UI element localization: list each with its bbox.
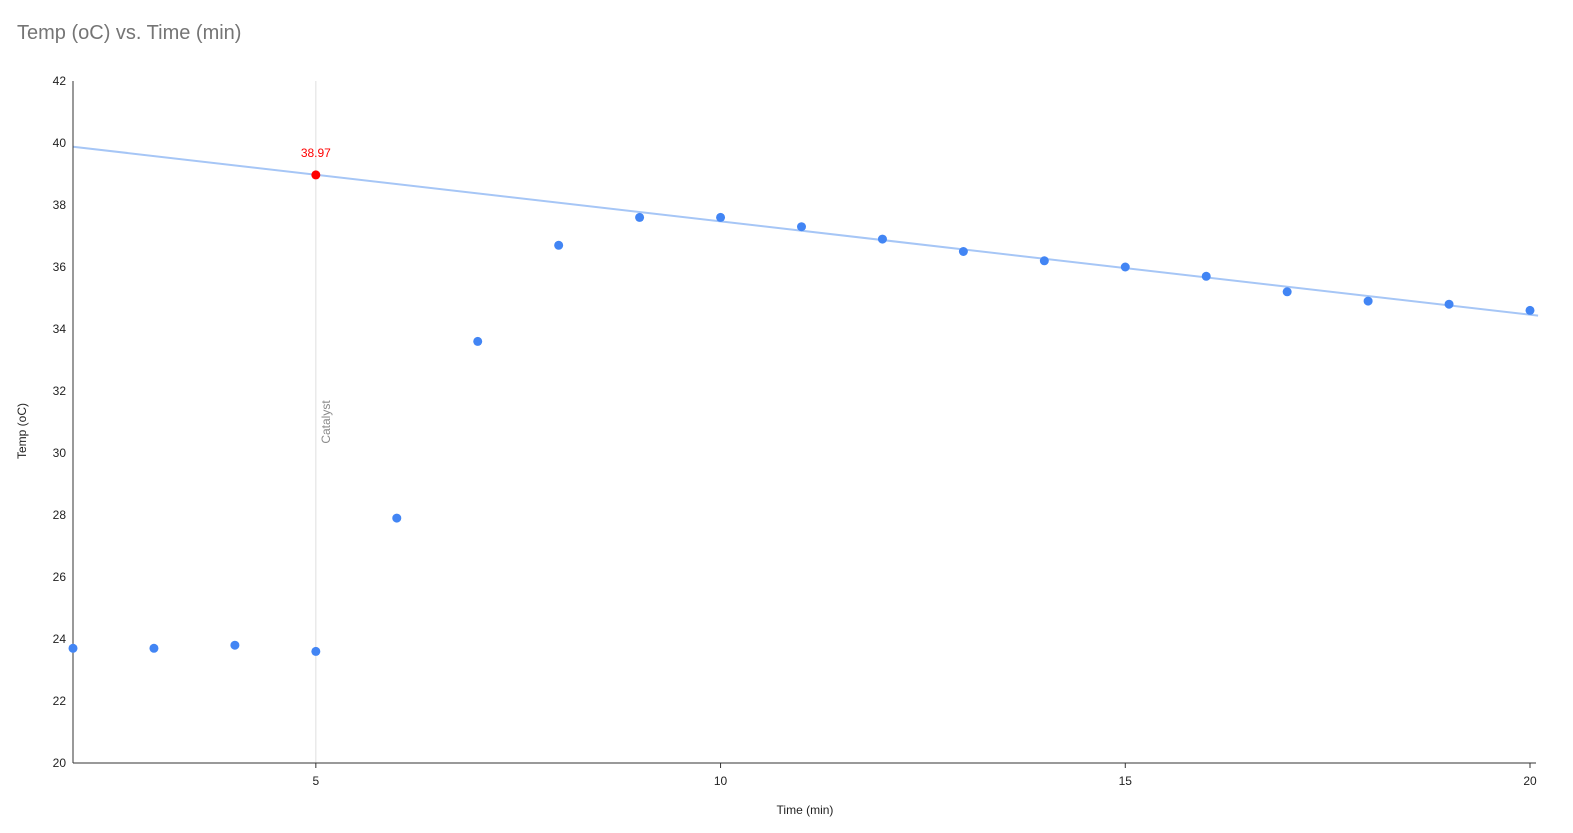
axes: 20 22 24 26 28 30 32 34 36 38 40 42 5 10 15 20: [53, 74, 1537, 788]
data-point: [1120, 262, 1130, 272]
y-tick-label: 34: [53, 322, 67, 336]
data-point: [230, 640, 240, 650]
data-point: [311, 646, 321, 656]
y-tick-label: 42: [53, 74, 67, 88]
trendline-layer: [72, 145, 1539, 317]
y-tick-label: 26: [53, 570, 67, 584]
data-point: [877, 234, 887, 244]
trendline: [72, 145, 1539, 317]
x-tick-label: 20: [1523, 774, 1537, 788]
x-tick-label: 15: [1119, 774, 1133, 788]
y-tick-label: 20: [53, 756, 67, 770]
highlight-point-label: 38.97: [301, 146, 331, 160]
x-tick-label: 10: [714, 774, 728, 788]
data-point: [1282, 287, 1292, 297]
y-axis-title: Temp (oC): [15, 403, 29, 459]
annotation-label: Catalyst: [319, 400, 333, 444]
data-points: [68, 212, 1535, 656]
data-point: [1525, 305, 1535, 315]
data-point: [797, 222, 806, 232]
chart-title: Temp (oC) vs. Time (min): [17, 22, 242, 44]
data-point: [958, 247, 968, 256]
data-point: [635, 212, 645, 222]
data-point: [716, 212, 726, 222]
y-tick-label: 24: [53, 632, 67, 646]
y-tick-label: 36: [53, 260, 67, 274]
data-point: [554, 240, 564, 250]
y-tick-label: 28: [53, 508, 67, 522]
highlight-layer: 38.97: [301, 146, 331, 180]
data-point: [1201, 271, 1211, 281]
y-tick-label: 30: [53, 446, 67, 460]
data-point: [1444, 299, 1454, 309]
data-point: [1363, 296, 1373, 306]
y-tick-label: 38: [53, 198, 67, 212]
y-tick-label: 40: [53, 136, 67, 150]
data-point: [149, 643, 159, 653]
y-tick-label: 32: [53, 384, 67, 398]
data-point: [473, 336, 483, 346]
data-point: [392, 513, 402, 523]
annotation-layer: Catalyst: [315, 81, 333, 763]
x-tick-label: 5: [312, 774, 319, 788]
data-point: [68, 643, 78, 653]
y-tick-label: 22: [53, 694, 67, 708]
highlight-point: [311, 170, 321, 180]
data-point: [1039, 256, 1049, 266]
x-axis-title: Time (min): [777, 803, 834, 817]
